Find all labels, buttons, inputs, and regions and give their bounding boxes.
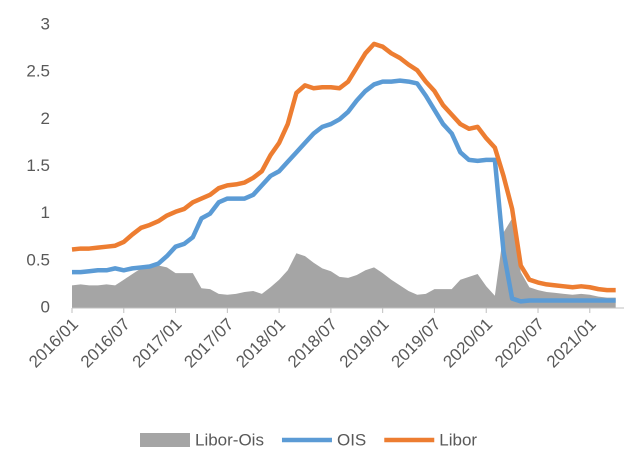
y-tick-label: 3 bbox=[41, 14, 50, 33]
legend-swatch bbox=[140, 433, 190, 447]
x-tick-label: 2016/07 bbox=[77, 315, 134, 372]
x-tick-label: 2019/07 bbox=[388, 315, 445, 372]
x-tick-label: 2020/01 bbox=[439, 315, 496, 372]
x-tick-label: 2020/07 bbox=[491, 315, 548, 372]
x-tick-label: 2021/01 bbox=[543, 315, 600, 372]
legend-label: OIS bbox=[337, 430, 366, 449]
line bbox=[71, 41, 616, 293]
x-tick-label: 2018/07 bbox=[284, 315, 341, 372]
area bbox=[72, 218, 616, 308]
x-tick-label: 2017/01 bbox=[129, 315, 186, 372]
y-tick-label: 2.5 bbox=[26, 62, 50, 81]
x-tick-label: 2018/01 bbox=[232, 315, 289, 372]
legend-label: Libor-Ois bbox=[195, 430, 264, 449]
y-tick-label: 0 bbox=[41, 297, 50, 316]
y-tick-label: 2 bbox=[41, 109, 50, 128]
y-tick-label: 1 bbox=[41, 203, 50, 222]
line bbox=[72, 78, 616, 304]
x-tick-label: 2016/01 bbox=[25, 315, 82, 372]
legend-label: Libor bbox=[439, 430, 477, 449]
y-tick-label: 1.5 bbox=[26, 156, 50, 175]
x-tick-label: 2019/01 bbox=[336, 315, 393, 372]
x-tick-label: 2017/07 bbox=[180, 315, 237, 372]
y-tick-label: 0.5 bbox=[26, 250, 50, 269]
